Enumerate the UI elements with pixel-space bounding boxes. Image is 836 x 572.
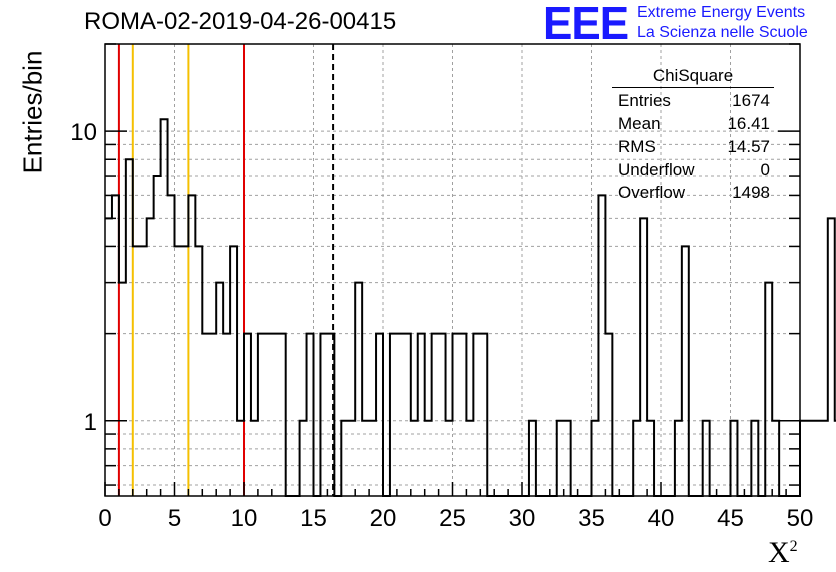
stats-value: 0 xyxy=(760,160,770,179)
x-tick-label: 5 xyxy=(168,505,181,532)
stats-title: ChiSquare xyxy=(612,66,774,88)
x-tick-label: 30 xyxy=(509,505,536,532)
stats-value: 14.57 xyxy=(727,137,770,156)
tick-labels: 0 5 10 15 20 25 30 35 40 45 50 1 10 xyxy=(70,119,813,532)
stats-label: Entries xyxy=(618,91,671,110)
logo-tagline-2: La Scienza nelle Scuole xyxy=(637,24,808,41)
eee-logo: EEE xyxy=(543,0,629,50)
x-tick-label: 20 xyxy=(370,505,397,532)
x-tick-label: 25 xyxy=(439,505,466,532)
x-tick-label: 0 xyxy=(98,505,111,532)
stats-row-entries: Entries 1674 xyxy=(612,89,774,112)
axis-ticks xyxy=(104,43,801,496)
x-tick-label: 15 xyxy=(300,505,327,532)
x-tick-label: 50 xyxy=(787,505,814,532)
stats-label: RMS xyxy=(618,137,656,156)
stats-label: Overflow xyxy=(618,183,686,202)
stats-box: ChiSquare Entries 1674 Mean 16.41 RMS 14… xyxy=(612,66,774,204)
stats-value: 1674 xyxy=(732,91,770,110)
stats-row-underflow: Underflow 0 xyxy=(612,158,774,181)
logo-tagline-1: Extreme Energy Events xyxy=(637,4,806,21)
x-axis-label-text: X xyxy=(768,536,790,569)
y-tick-label: 10 xyxy=(70,119,97,146)
stats-row-mean: Mean 16.41 xyxy=(612,112,774,135)
stats-row-overflow: Overflow 1498 xyxy=(612,181,774,204)
run-title: ROMA-02-2019-04-26-00415 xyxy=(84,8,397,35)
histogram-outline xyxy=(105,118,836,497)
y-axis-label: Entries/bin xyxy=(17,50,48,174)
stats-value: 16.41 xyxy=(727,114,770,133)
x-axis-label-superscript: 2 xyxy=(789,538,798,555)
x-axis-label: X2 xyxy=(768,536,798,570)
stats-value: 1498 xyxy=(732,183,770,202)
stats-row-rms: RMS 14.57 xyxy=(612,135,774,158)
marker-lines xyxy=(117,44,335,496)
y-tick-label: 1 xyxy=(84,409,97,436)
x-tick-label: 10 xyxy=(231,505,258,532)
stats-label: Underflow xyxy=(618,160,695,179)
x-tick-label: 45 xyxy=(717,505,744,532)
x-tick-label: 40 xyxy=(648,505,675,532)
x-tick-label: 35 xyxy=(578,505,605,532)
stats-label: Mean xyxy=(618,114,661,133)
